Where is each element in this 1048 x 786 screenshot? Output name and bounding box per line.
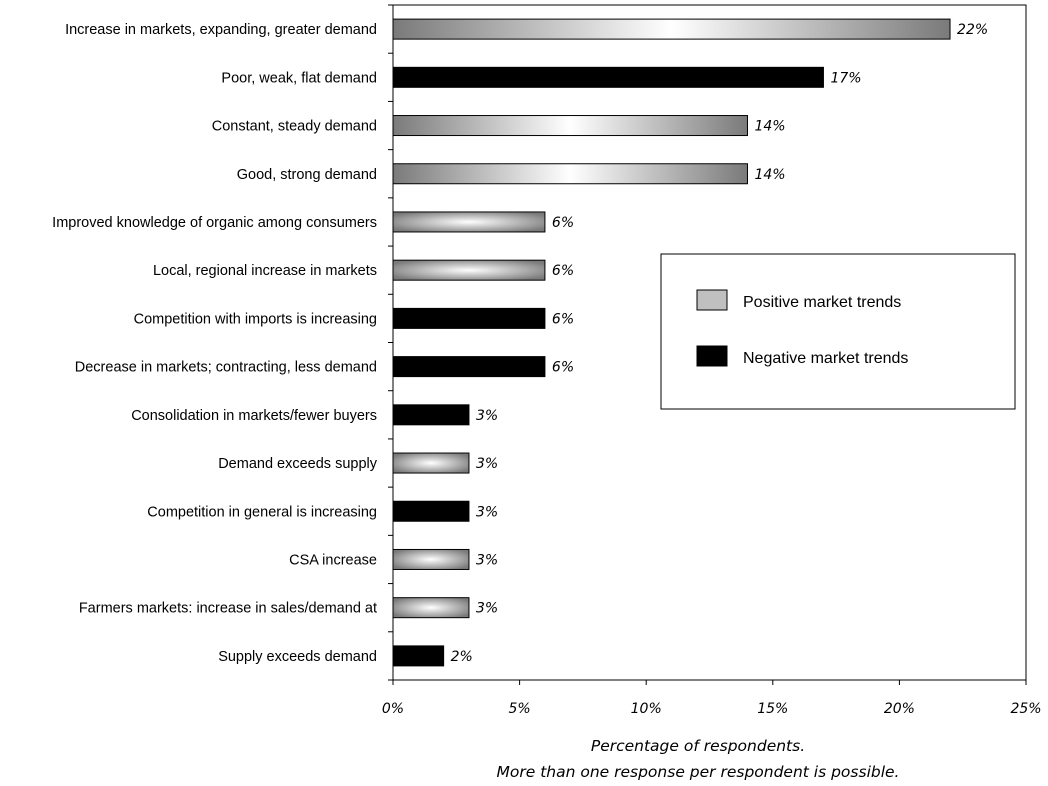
bar-negative bbox=[392, 645, 445, 667]
value-label: 3% bbox=[476, 408, 498, 424]
category-label: Competition in general is increasing bbox=[147, 504, 377, 520]
category-label: Consolidation in markets/fewer buyers bbox=[131, 408, 377, 424]
category-label: Local, regional increase in markets bbox=[153, 263, 377, 279]
bar-positive bbox=[392, 18, 951, 40]
bar-positive bbox=[392, 115, 748, 137]
value-label: 3% bbox=[476, 552, 498, 568]
bar-negative bbox=[392, 500, 470, 522]
bar-negative bbox=[392, 307, 546, 329]
legend-label-positive: Positive market trends bbox=[743, 294, 901, 311]
bar-positive bbox=[392, 452, 470, 474]
legend-swatch-negative bbox=[696, 345, 728, 367]
category-label: Decrease in markets; contracting, less d… bbox=[75, 360, 377, 376]
labels: 0% 5% 10% 15% 20% 25% Increase in markets, exp… bbox=[52, 22, 1041, 781]
value-label: 6% bbox=[552, 215, 574, 231]
category-label: Demand exceeds supply bbox=[218, 456, 378, 472]
bar-positive bbox=[392, 163, 748, 185]
legend-box bbox=[660, 253, 1016, 410]
category-label: Farmers markets: increase in sales/deman… bbox=[79, 601, 377, 617]
value-label: 14% bbox=[754, 167, 785, 183]
x-axis-label: Percentage of respondents. bbox=[591, 737, 805, 755]
value-label: 3% bbox=[476, 504, 498, 520]
x-tick-label: 5% bbox=[508, 701, 530, 717]
x-tick-label: 0% bbox=[382, 701, 404, 717]
legend-label-negative: Negative market trends bbox=[743, 350, 908, 367]
category-label: Constant, steady demand bbox=[212, 119, 377, 135]
value-label: 3% bbox=[476, 601, 498, 617]
bar-positive bbox=[392, 259, 546, 281]
category-label: Poor, weak, flat demand bbox=[221, 70, 377, 86]
value-label: 17% bbox=[830, 70, 861, 86]
plot-area bbox=[388, 4, 1027, 685]
value-label: 3% bbox=[476, 456, 498, 472]
value-label: 22% bbox=[957, 22, 988, 38]
x-tick-label: 10% bbox=[631, 701, 662, 717]
bars bbox=[392, 18, 951, 667]
category-label: Supply exceeds demand bbox=[218, 649, 377, 665]
category-label: Improved knowledge of organic among cons… bbox=[52, 215, 377, 231]
value-label: 14% bbox=[754, 119, 785, 135]
category-label: Competition with imports is increasing bbox=[134, 311, 377, 327]
x-tick-label: 25% bbox=[1010, 701, 1041, 717]
value-label: 6% bbox=[552, 360, 574, 376]
x-tick-label: 20% bbox=[884, 701, 915, 717]
bar-negative bbox=[392, 404, 470, 426]
bar-positive bbox=[392, 548, 470, 570]
bar-negative bbox=[392, 66, 824, 88]
bar-negative bbox=[392, 356, 546, 378]
category-label: CSA increase bbox=[289, 552, 377, 568]
value-label: 6% bbox=[552, 263, 574, 279]
value-label: 6% bbox=[552, 311, 574, 327]
x-axis-label: More than one response per respondent is… bbox=[497, 763, 900, 781]
category-label: Increase in markets, expanding, greater … bbox=[65, 22, 377, 38]
category-label: Good, strong demand bbox=[237, 167, 377, 183]
legend: Positive market trends Negative market tr… bbox=[660, 253, 1016, 410]
value-label: 2% bbox=[451, 649, 473, 665]
bar-positive bbox=[392, 597, 470, 619]
x-tick-label: 15% bbox=[757, 701, 788, 717]
bar-positive bbox=[392, 211, 546, 233]
legend-swatch-positive bbox=[696, 289, 728, 311]
